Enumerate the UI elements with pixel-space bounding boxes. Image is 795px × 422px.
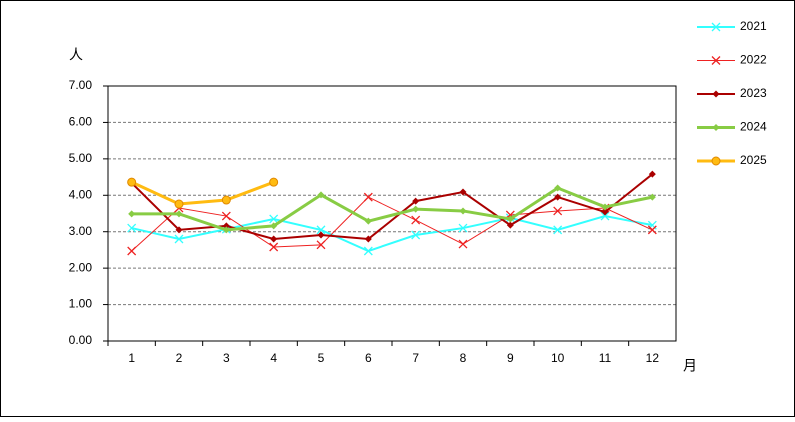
legend-marker bbox=[711, 22, 721, 32]
data-point bbox=[554, 184, 562, 192]
y-tick-label: 2.00 bbox=[69, 260, 93, 274]
data-point bbox=[364, 235, 372, 243]
legend-label: 2024 bbox=[740, 120, 767, 134]
data-point bbox=[175, 226, 183, 234]
x-tick-label: 4 bbox=[270, 351, 277, 365]
series-line bbox=[131, 180, 275, 206]
data-point bbox=[459, 188, 467, 196]
data-point bbox=[317, 191, 325, 199]
data-point bbox=[174, 199, 184, 209]
data-point bbox=[411, 215, 421, 225]
data-point bbox=[363, 246, 373, 256]
data-point bbox=[127, 177, 137, 187]
data-point bbox=[412, 205, 420, 213]
data-point bbox=[222, 226, 230, 234]
legend-marker bbox=[712, 90, 720, 98]
data-point bbox=[648, 193, 656, 201]
data-point bbox=[647, 225, 657, 235]
y-tick-label: 5.00 bbox=[69, 151, 93, 165]
legend-label: 2022 bbox=[740, 53, 767, 67]
x-tick-label: 5 bbox=[318, 351, 325, 365]
data-point bbox=[270, 235, 278, 243]
legend-marker bbox=[712, 124, 720, 131]
y-tick-label: 1.00 bbox=[69, 297, 93, 311]
x-tick-label: 8 bbox=[460, 351, 467, 365]
y-tick-label: 7.00 bbox=[69, 78, 93, 92]
data-point bbox=[600, 211, 610, 221]
data-point bbox=[127, 246, 137, 256]
legend-marker bbox=[711, 156, 721, 166]
data-point bbox=[316, 225, 326, 235]
data-point bbox=[554, 193, 562, 201]
data-point bbox=[506, 215, 514, 223]
y-tick-label: 3.00 bbox=[69, 224, 93, 238]
y-axis-label: 人 bbox=[69, 47, 83, 63]
data-point bbox=[221, 195, 231, 205]
data-point bbox=[648, 170, 656, 178]
legend-label: 2023 bbox=[740, 86, 767, 100]
data-point bbox=[601, 208, 609, 216]
legend-label: 2025 bbox=[740, 153, 767, 167]
data-point bbox=[411, 230, 421, 240]
legend-marker bbox=[711, 56, 721, 65]
data-point bbox=[269, 242, 279, 252]
data-point bbox=[364, 217, 372, 225]
x-tick-label: 12 bbox=[646, 351, 660, 365]
y-tick-label: 0.00 bbox=[69, 333, 93, 347]
data-point bbox=[270, 222, 278, 230]
data-point bbox=[269, 177, 279, 187]
y-tick-label: 4.00 bbox=[69, 187, 93, 201]
data-point bbox=[316, 240, 326, 250]
data-point bbox=[553, 206, 563, 216]
data-point bbox=[317, 231, 325, 239]
x-tick-label: 11 bbox=[599, 351, 612, 365]
data-point bbox=[553, 225, 563, 235]
series-line bbox=[131, 186, 653, 232]
data-point bbox=[174, 234, 184, 244]
data-point bbox=[175, 210, 183, 218]
data-point bbox=[412, 197, 420, 205]
data-point bbox=[601, 203, 609, 211]
data-point bbox=[127, 223, 137, 233]
legend-label: 2021 bbox=[740, 19, 767, 33]
series-line bbox=[131, 215, 653, 253]
plot-area bbox=[108, 86, 676, 341]
series-line bbox=[131, 196, 653, 252]
data-point bbox=[221, 211, 231, 221]
data-point bbox=[459, 207, 467, 215]
data-point bbox=[222, 222, 230, 230]
data-point bbox=[458, 223, 468, 233]
x-axis-label: 月 bbox=[683, 358, 697, 374]
y-tick-label: 6.00 bbox=[69, 115, 93, 129]
x-tick-label: 10 bbox=[551, 351, 565, 365]
data-point bbox=[506, 221, 514, 229]
data-point bbox=[458, 239, 468, 249]
data-point bbox=[128, 210, 136, 218]
x-tick-label: 2 bbox=[176, 351, 183, 365]
x-tick-label: 7 bbox=[412, 351, 419, 365]
data-point bbox=[363, 192, 373, 202]
x-tick-label: 3 bbox=[223, 351, 230, 365]
x-tick-label: 6 bbox=[365, 351, 372, 365]
x-tick-label: 1 bbox=[128, 351, 135, 365]
data-point bbox=[269, 214, 279, 224]
x-tick-label: 9 bbox=[507, 351, 514, 365]
